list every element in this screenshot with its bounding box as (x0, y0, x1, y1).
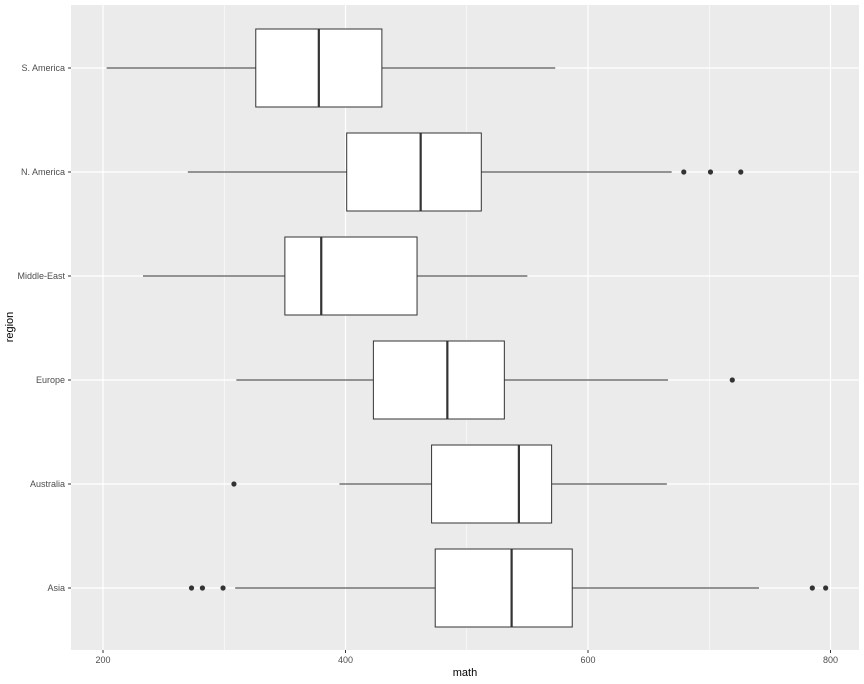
y-tick-label: Asia (47, 583, 65, 593)
x-axis-title: math (453, 667, 477, 679)
box-group-middle-east (143, 236, 528, 316)
y-axis-ticks: S. America N. America Middle-East Europe Aus… (17, 63, 71, 593)
outlier-point (199, 585, 206, 591)
x-axis-ticks: 200 400 600 800 (95, 650, 838, 665)
outlier-point (707, 169, 714, 175)
outlier-point (220, 585, 226, 591)
box-group-s-america (106, 28, 556, 108)
y-tick-label: S. America (21, 63, 65, 73)
y-axis-title: region (4, 312, 16, 343)
x-tick-label: 800 (823, 655, 838, 665)
box-iqr (372, 340, 505, 420)
box-iqr (431, 444, 553, 524)
y-tick-label: Middle-East (17, 271, 65, 281)
x-tick-label: 200 (95, 655, 110, 665)
x-tick-label: 600 (580, 655, 595, 665)
plot-panel (71, 5, 859, 650)
box-group-australia (231, 444, 667, 524)
outlier-point (738, 169, 744, 175)
outlier-point (729, 377, 735, 383)
box-group-n-america (187, 132, 744, 212)
y-tick-label: N. America (21, 167, 65, 177)
outlier-point (231, 481, 237, 487)
outlier-point (188, 585, 195, 591)
outlier-point (823, 585, 829, 591)
box-iqr (434, 548, 573, 628)
outlier-point (809, 585, 815, 591)
box-iqr (346, 132, 482, 212)
box-group-europe (236, 340, 735, 420)
x-tick-label: 400 (338, 655, 353, 665)
y-tick-label: Europe (36, 375, 65, 385)
boxes-layer (106, 28, 829, 628)
box-group-asia (188, 548, 829, 628)
outlier-point (681, 169, 687, 175)
box-iqr (284, 236, 418, 316)
y-tick-label: Australia (30, 479, 65, 489)
